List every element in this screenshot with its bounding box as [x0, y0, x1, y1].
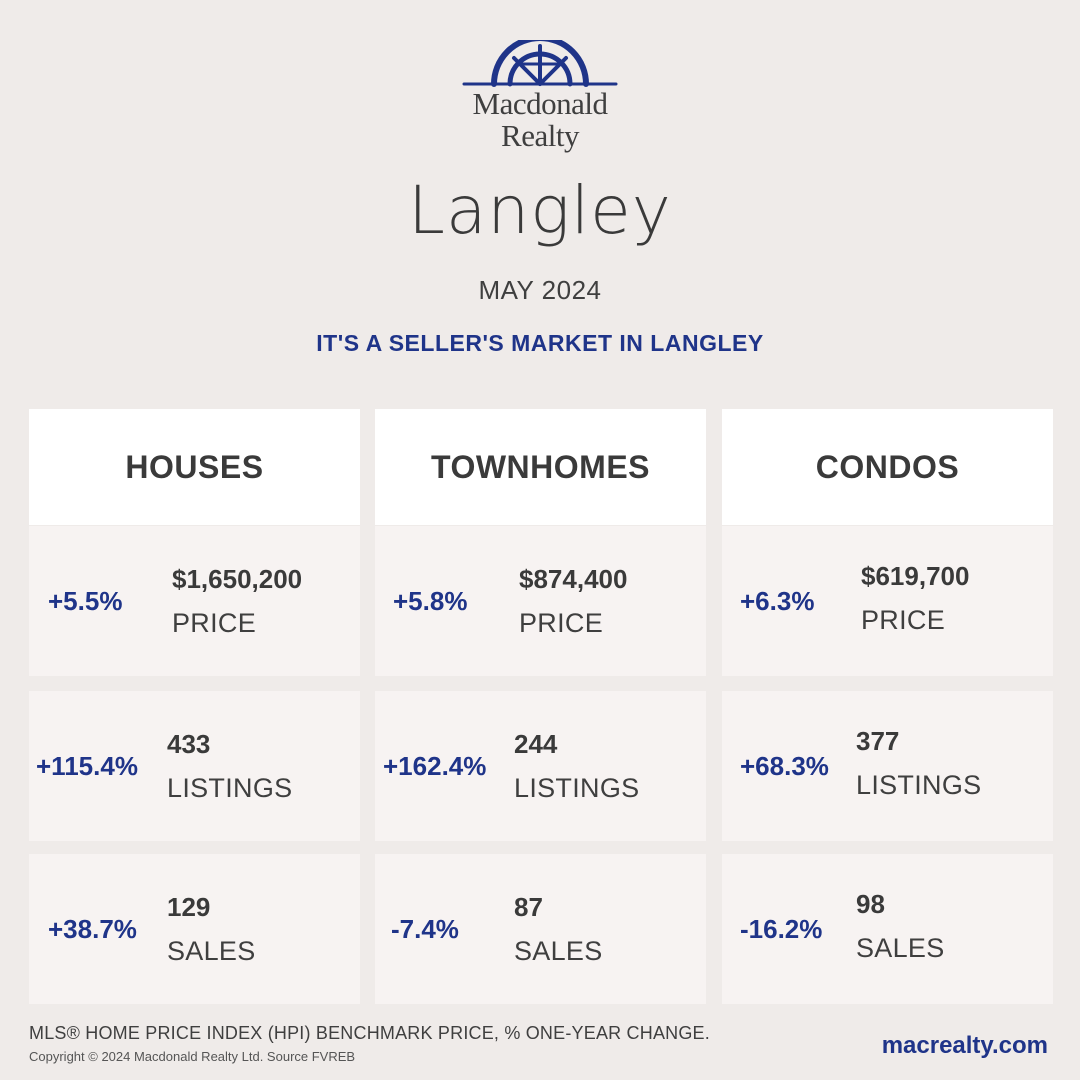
stat-change: +38.7%: [48, 913, 137, 944]
stat-cell-sales: -16.2% 98 SALES: [722, 854, 1053, 1004]
stat-value: 244: [514, 729, 558, 759]
stat-cell-price: +5.8% $874,400 PRICE: [375, 526, 706, 676]
stat-value: 377: [856, 726, 900, 756]
stat-label: PRICE: [519, 608, 604, 638]
stat-cell-price: +5.5% $1,650,200 PRICE: [29, 526, 360, 676]
macdonald-realty-arch-logo-icon: [462, 40, 618, 87]
city-title: Langley: [408, 172, 672, 249]
column-header: HOUSES: [29, 409, 360, 525]
stat-change: -16.2%: [740, 913, 823, 944]
stat-label: SALES: [514, 936, 603, 966]
stat-change: +6.3%: [740, 585, 815, 616]
stat-label: LISTINGS: [856, 770, 982, 800]
townhomes-column: TOWNHOMES +5.8% $874,400 PRICE +162.4% 2…: [375, 409, 706, 1004]
stat-label: SALES: [856, 933, 945, 963]
brand-name-line1: Macdonald: [472, 86, 608, 121]
stat-change: +5.5%: [48, 585, 123, 616]
stat-change: +5.8%: [393, 585, 468, 616]
brand-name-line2: Realty: [501, 118, 579, 153]
stat-value: $1,650,200: [172, 564, 303, 594]
stat-label: LISTINGS: [167, 773, 293, 803]
stat-label: PRICE: [861, 605, 946, 635]
stat-value: $874,400: [519, 564, 628, 594]
methodology-note: MLS® HOME PRICE INDEX (HPI) BENCHMARK PR…: [29, 1023, 710, 1043]
report-month: MAY 2024: [478, 275, 602, 305]
stat-label: PRICE: [172, 608, 257, 638]
column-header: CONDOS: [722, 409, 1053, 525]
stat-cell-listings: +162.4% 244 LISTINGS: [375, 691, 706, 841]
stat-label: LISTINGS: [514, 773, 640, 803]
copyright-text: Copyright © 2024 Macdonald Realty Ltd. S…: [29, 1049, 356, 1064]
stat-cell-sales: -7.4% 87 SALES: [375, 854, 706, 1004]
stat-value: 98: [856, 889, 885, 919]
stat-change: +68.3%: [740, 750, 829, 781]
stat-cell-listings: +115.4% 433 LISTINGS: [29, 691, 360, 841]
stat-change: +162.4%: [383, 750, 487, 781]
website-link[interactable]: macrealty.com: [881, 1032, 1048, 1059]
stat-value: $619,700: [861, 561, 970, 591]
brand-logo: Macdonald Realty: [0, 40, 1080, 152]
stat-cell-sales: +38.7% 129 SALES: [29, 854, 360, 1004]
stat-cell-listings: +68.3% 377 LISTINGS: [722, 691, 1053, 841]
houses-column: HOUSES +5.5% $1,650,200 PRICE +115.4% 43…: [29, 409, 360, 1004]
stat-change: -7.4%: [391, 913, 459, 944]
condos-column: CONDOS +6.3% $619,700 PRICE +68.3% 377 L…: [722, 409, 1053, 1004]
market-headline: IT'S A SELLER'S MARKET IN LANGLEY: [316, 330, 764, 356]
stat-value: 433: [167, 729, 211, 759]
stat-change: +115.4%: [36, 750, 138, 781]
stat-label: SALES: [167, 936, 256, 966]
stat-value: 129: [167, 892, 211, 922]
column-header: TOWNHOMES: [375, 409, 706, 525]
stat-cell-price: +6.3% $619,700 PRICE: [722, 526, 1053, 676]
stat-value: 87: [514, 892, 543, 922]
